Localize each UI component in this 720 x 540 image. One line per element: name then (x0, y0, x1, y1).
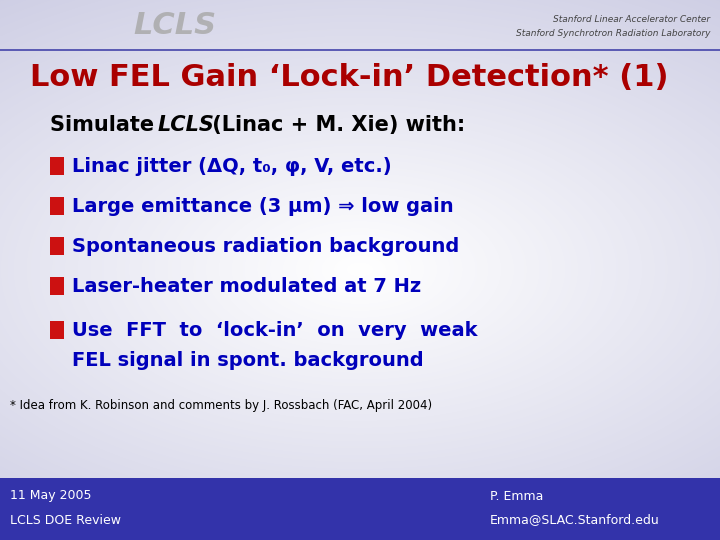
Text: Low FEL Gain ‘Lock-in’ Detection* (1): Low FEL Gain ‘Lock-in’ Detection* (1) (30, 63, 668, 91)
Text: Large emittance (3 μm) ⇒ low gain: Large emittance (3 μm) ⇒ low gain (72, 197, 454, 215)
Text: LCLS DOE Review: LCLS DOE Review (10, 514, 121, 526)
Text: * Idea from K. Robinson and comments by J. Rossbach (FAC, April 2004): * Idea from K. Robinson and comments by … (10, 399, 432, 411)
Text: Linac jitter (ΔQ, t₀, φ, V, etc.): Linac jitter (ΔQ, t₀, φ, V, etc.) (72, 157, 392, 176)
Text: Spontaneous radiation background: Spontaneous radiation background (72, 237, 459, 255)
Text: 11 May 2005: 11 May 2005 (10, 489, 91, 503)
Text: P. Emma: P. Emma (490, 489, 544, 503)
Text: FEL signal in spont. background: FEL signal in spont. background (72, 350, 423, 369)
Text: LCLS: LCLS (133, 11, 217, 40)
Bar (50, 277, 64, 295)
Text: Use  FFT  to  ‘lock-in’  on  very  weak: Use FFT to ‘lock-in’ on very weak (72, 321, 477, 340)
Text: Stanford Synchrotron Radiation Laboratory: Stanford Synchrotron Radiation Laborator… (516, 29, 710, 37)
Text: (Linac + M. Xie) with:: (Linac + M. Xie) with: (205, 115, 465, 135)
Bar (50, 321, 64, 339)
Text: Laser-heater modulated at 7 Hz: Laser-heater modulated at 7 Hz (72, 276, 421, 295)
Text: Simulate: Simulate (50, 115, 161, 135)
Bar (50, 237, 64, 255)
Bar (50, 197, 64, 215)
Text: LCLS: LCLS (158, 115, 215, 135)
Bar (0, 478, 720, 540)
Text: Emma@SLAC.Stanford.edu: Emma@SLAC.Stanford.edu (490, 514, 660, 526)
Text: Stanford Linear Accelerator Center: Stanford Linear Accelerator Center (553, 16, 710, 24)
Bar (50, 157, 64, 175)
